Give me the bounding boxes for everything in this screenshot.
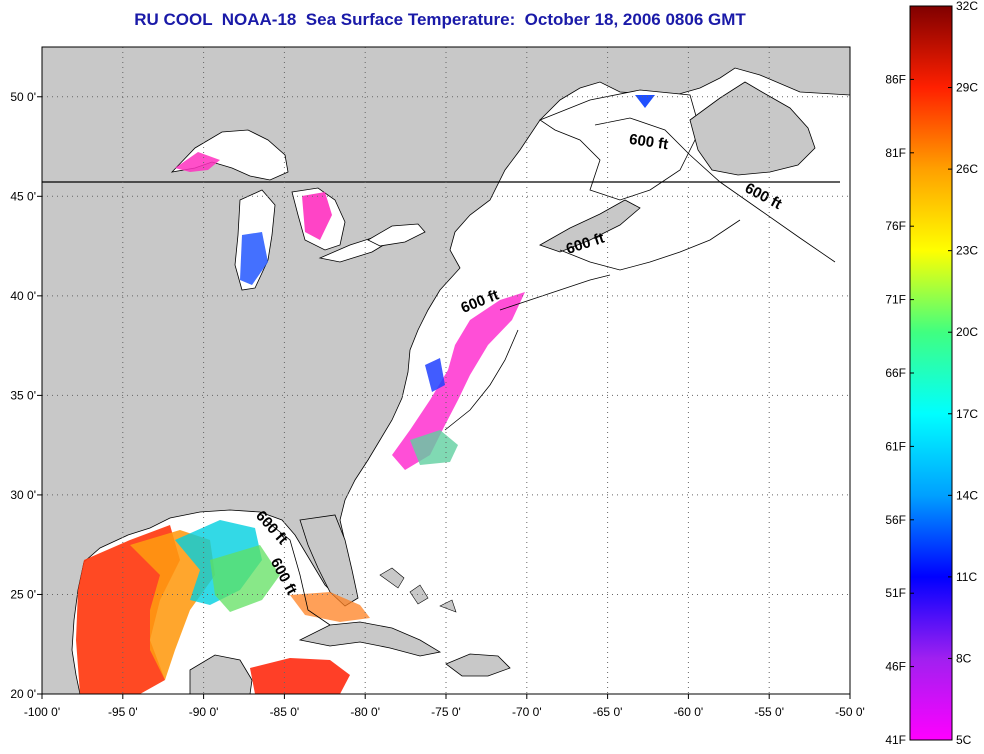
lon-tick-label: -95 0' <box>108 705 138 719</box>
sst-lake-michigan-cold <box>240 232 268 285</box>
lat-tick-label: 30 0' <box>10 488 36 502</box>
contour-lines <box>264 117 836 626</box>
colorbar-c-label: 26C <box>956 162 978 176</box>
colorbar-c-label: 14C <box>956 488 978 502</box>
sst-gulf-mid <box>130 530 215 680</box>
colorbar-f-label: 66F <box>885 366 906 380</box>
land-hispaniola <box>445 653 511 677</box>
colorbar: 41F 46F 51F 56F 61F 66F 71F 76F 81F 86F 5C 8C 11C 14C… <box>885 0 978 747</box>
lon-tick-label: -75 0' <box>431 705 461 719</box>
sst-st-lawrence-blue <box>635 95 655 108</box>
lon-tick-label: -100 0' <box>24 705 60 719</box>
contour-label-600ft: 600 ft <box>628 131 669 153</box>
lon-tick-label: -65 0' <box>593 705 623 719</box>
lon-tick-label: -90 0' <box>189 705 219 719</box>
colorbar-c-label: 32C <box>956 0 978 13</box>
colorbar-c-label: 5C <box>956 733 972 747</box>
colorbar-tick-labels: 41F 46F 51F 56F 61F 66F 71F 76F 81F 86F 5C 8C 11C 14C… <box>885 0 978 747</box>
lon-tick-label: -70 0' <box>512 705 542 719</box>
colorbar-f-label: 41F <box>885 733 906 747</box>
sst-caribbean-mix <box>290 592 370 622</box>
sst-lake-superior-pink <box>175 152 220 172</box>
lat-tick-label: 20 0' <box>10 687 36 701</box>
lon-tick-label: -80 0' <box>350 705 380 719</box>
colorbar-c-label: 20C <box>956 325 978 339</box>
colorbar-f-label: 76F <box>885 219 906 233</box>
land-newfoundland <box>689 81 816 176</box>
grid-lines <box>37 47 851 699</box>
lon-tick-label: -50 0' <box>835 705 865 719</box>
land-cuba <box>298 621 442 657</box>
map-frame <box>41 46 851 695</box>
map-title: RU COOL NOAA-18 Sea Surface Temperature:… <box>134 10 746 29</box>
lat-tick-label: 25 0' <box>10 587 36 601</box>
colorbar-c-label: 17C <box>956 407 978 421</box>
colorbar-f-label: 81F <box>885 146 906 160</box>
sst-chesapeake-blue <box>425 358 445 392</box>
colorbar-c-label: 8C <box>956 651 972 665</box>
lon-tick-label: -85 0' <box>270 705 300 719</box>
colorbar-f-label: 71F <box>885 293 906 307</box>
lat-tick-label: 45 0' <box>10 189 36 203</box>
colorbar-gradient <box>909 5 953 741</box>
lake-ontario <box>367 223 426 247</box>
colorbar-f-label: 51F <box>885 586 906 600</box>
land-yucatan <box>189 654 253 694</box>
sst-carolina-mix <box>410 430 458 465</box>
longitude-tick-labels: -100 0' -95 0' -90 0' -85 0' -80 0' -75 0' -70… <box>24 705 865 719</box>
map-layers <box>42 47 850 694</box>
colorbar-c-label: 11C <box>956 570 977 584</box>
colorbar-c-label: 23C <box>956 244 978 258</box>
colorbar-f-label: 46F <box>885 660 906 674</box>
sst-yucatan-warm <box>250 658 350 694</box>
lat-tick-label: 35 0' <box>10 388 36 402</box>
sst-coast-pink <box>392 292 525 470</box>
colorbar-c-label: 29C <box>956 81 978 95</box>
lon-tick-label: -60 0' <box>674 705 704 719</box>
colorbar-f-label: 56F <box>885 513 906 527</box>
lat-tick-label: 50 0' <box>10 90 36 104</box>
sst-gulf-green <box>210 545 280 612</box>
colorbar-f-label: 86F <box>885 72 906 86</box>
land-bahamas <box>379 567 457 613</box>
sst-lake-huron-pink <box>302 192 332 240</box>
lat-tick-label: 40 0' <box>10 289 36 303</box>
land-nova-scotia <box>539 199 641 253</box>
colorbar-f-label: 61F <box>885 439 906 453</box>
gulf-of-st-lawrence <box>539 89 701 201</box>
lon-tick-label: -55 0' <box>754 705 784 719</box>
latitude-tick-labels: 20 0' 25 0' 30 0' 35 0' 40 0' 45 0' 50 0' <box>10 90 36 701</box>
